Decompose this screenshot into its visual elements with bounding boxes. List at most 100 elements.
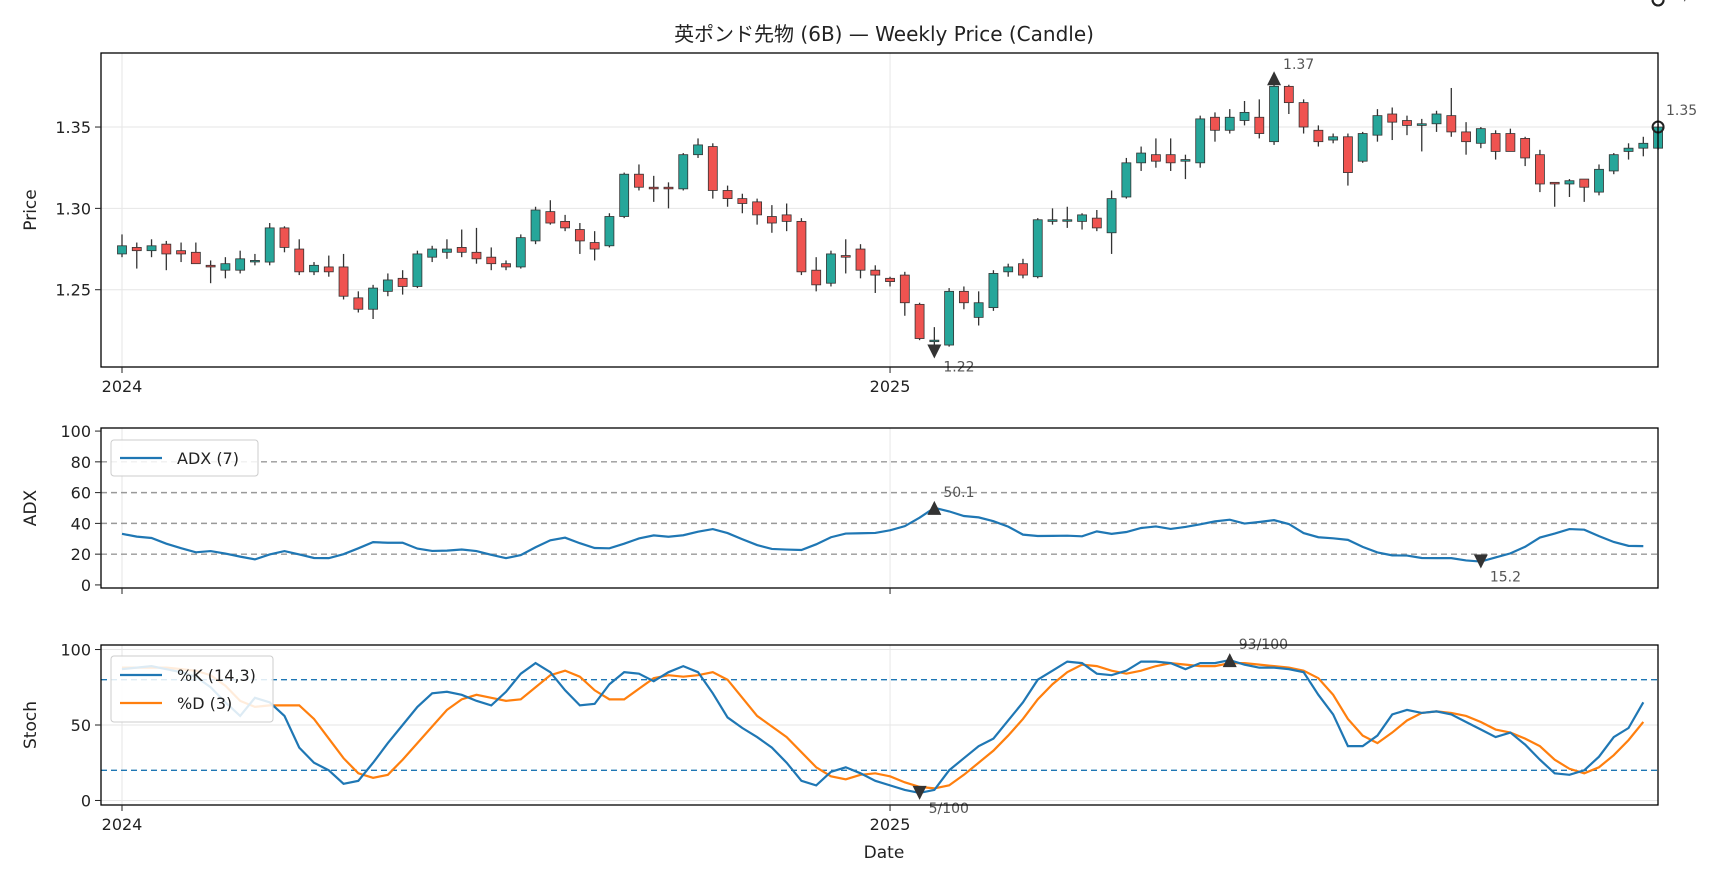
candle-body bbox=[855, 248, 866, 271]
candle-body bbox=[338, 266, 349, 297]
x-tick-label-2025: 2025 bbox=[870, 815, 911, 834]
candle-body bbox=[1490, 133, 1501, 152]
candle bbox=[973, 291, 984, 326]
candle bbox=[1638, 136, 1649, 157]
candle-body bbox=[205, 264, 216, 268]
adx-min-marker bbox=[1473, 554, 1488, 569]
candle-body bbox=[840, 255, 851, 258]
price-y-axis-label: Price bbox=[21, 189, 41, 230]
stoch-last-label: 65/100 bbox=[1666, 0, 1715, 4]
candle bbox=[678, 153, 689, 191]
x-tick-label-2024: 2024 bbox=[102, 815, 143, 834]
candle-body bbox=[1047, 219, 1058, 222]
candle-body bbox=[131, 247, 142, 252]
candle bbox=[1121, 157, 1132, 199]
candle-body bbox=[766, 216, 777, 224]
candle bbox=[1224, 109, 1235, 134]
candle-body bbox=[707, 146, 718, 191]
candle-body bbox=[1549, 181, 1560, 185]
chart-title: 英ポンド先物 (6B) — Weekly Price (Candle) bbox=[674, 22, 1094, 46]
candle-body bbox=[1461, 131, 1471, 143]
candle-body bbox=[1431, 113, 1442, 125]
candle bbox=[1328, 133, 1339, 144]
candle-body bbox=[117, 245, 127, 255]
candle-body bbox=[1283, 85, 1294, 104]
adx-legend-box bbox=[110, 439, 259, 477]
stoch-ytick-label: 0 bbox=[81, 791, 91, 810]
candle-body bbox=[958, 290, 969, 304]
candle bbox=[1062, 206, 1073, 228]
adx-min-label: 15.2 bbox=[1490, 570, 1521, 586]
candle bbox=[855, 244, 866, 279]
candle bbox=[944, 288, 955, 347]
candle-body bbox=[1224, 116, 1235, 131]
candle bbox=[250, 253, 260, 266]
candle bbox=[264, 223, 275, 266]
stoch-legend-d-label: %D (3) bbox=[177, 694, 232, 713]
candle bbox=[1077, 213, 1087, 230]
candle bbox=[545, 200, 556, 225]
candle bbox=[589, 231, 600, 261]
candle bbox=[205, 260, 216, 284]
adx-line bbox=[121, 506, 1644, 563]
candle bbox=[397, 270, 408, 295]
candle-body bbox=[279, 227, 290, 248]
adx-frame bbox=[100, 427, 1659, 589]
candle bbox=[1254, 99, 1265, 139]
candle-body bbox=[146, 245, 157, 252]
candle-body bbox=[1594, 168, 1604, 193]
candle-body bbox=[412, 253, 423, 287]
candle-body bbox=[1195, 118, 1206, 164]
candle bbox=[1047, 208, 1058, 225]
candle bbox=[1298, 99, 1309, 134]
candle-body bbox=[648, 186, 659, 190]
candle-body bbox=[1372, 115, 1383, 136]
candle bbox=[870, 265, 881, 293]
candle-body bbox=[929, 339, 940, 343]
candle-body bbox=[1416, 123, 1427, 126]
candle-body bbox=[1298, 102, 1309, 128]
last-label: 1.35 bbox=[1666, 103, 1697, 119]
candle-body bbox=[382, 279, 393, 292]
candle-body bbox=[397, 277, 408, 287]
candle-body bbox=[220, 263, 231, 271]
candle-body bbox=[1520, 138, 1531, 159]
stoch-ytick-label: 100 bbox=[60, 641, 91, 660]
candle bbox=[693, 138, 703, 158]
candle bbox=[988, 270, 999, 311]
adx-ytick-label: 40 bbox=[71, 514, 91, 533]
candle bbox=[1608, 153, 1619, 175]
candle-body bbox=[781, 214, 792, 222]
candle bbox=[1313, 125, 1324, 147]
candle-body bbox=[1003, 266, 1014, 273]
adx-ytick-label: 60 bbox=[71, 484, 91, 503]
candle-body bbox=[1535, 154, 1545, 185]
candle bbox=[796, 218, 807, 276]
candle-body bbox=[1062, 219, 1073, 222]
candle bbox=[368, 284, 378, 320]
candle bbox=[471, 227, 482, 264]
adx-last-label: 25.2 bbox=[1666, 0, 1697, 4]
adx-ytick-label: 0 bbox=[81, 576, 91, 595]
low-marker bbox=[927, 344, 942, 359]
candle-body bbox=[1254, 116, 1265, 134]
candle bbox=[1387, 107, 1398, 141]
candle-body bbox=[161, 243, 172, 255]
candle-body bbox=[914, 303, 925, 339]
candle bbox=[412, 250, 423, 289]
candle bbox=[501, 260, 511, 271]
stoch-k-line bbox=[121, 658, 1645, 795]
high-marker bbox=[1267, 71, 1282, 86]
candle bbox=[1475, 127, 1486, 149]
candle bbox=[766, 205, 777, 233]
adx-ytick-label: 100 bbox=[60, 422, 91, 441]
candle bbox=[1210, 112, 1220, 142]
candle bbox=[560, 214, 570, 232]
candle-body bbox=[1638, 142, 1649, 149]
candle-body bbox=[693, 144, 703, 156]
adx-legend-label: ADX (7) bbox=[177, 449, 239, 468]
candle bbox=[1091, 210, 1102, 232]
candle-body bbox=[619, 173, 630, 217]
candle bbox=[1180, 154, 1191, 180]
candle bbox=[752, 198, 763, 225]
